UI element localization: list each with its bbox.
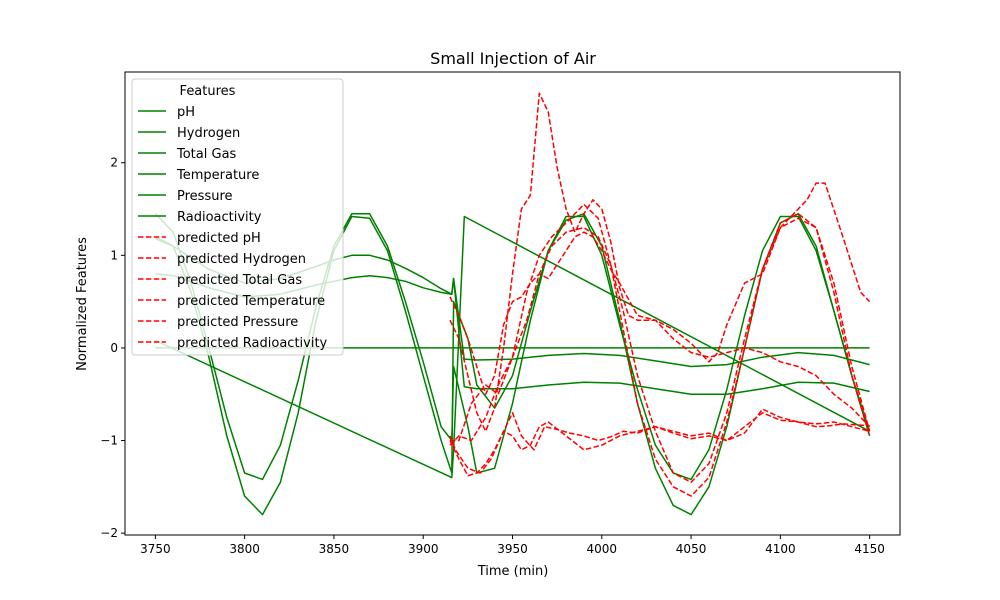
legend: Features pH Hydrogen Total Gas Temperature Pr…	[131, 78, 344, 356]
legend-label: predicted pH	[177, 231, 261, 246]
legend-label: predicted Pressure	[177, 315, 298, 330]
y-tick-label: 1	[110, 248, 118, 262]
legend-label: predicted Radioactivity	[177, 336, 328, 351]
series-line-hydrogen	[154, 212, 871, 481]
y-tick-label: −2	[100, 526, 118, 540]
chart-title: Small Injection of Air	[430, 49, 596, 68]
legend-title: Features	[180, 84, 236, 99]
y-tick-label: 2	[110, 156, 118, 170]
x-tick-label: 3900	[408, 542, 439, 556]
legend-label: Pressure	[177, 189, 233, 204]
x-tick-label: 4000	[587, 542, 618, 556]
legend-label: Hydrogen	[177, 126, 240, 141]
series-line-predicted-temperature	[449, 92, 871, 433]
series-line-predicted-hydrogen	[449, 217, 871, 483]
series-line-radioactivity	[155, 215, 870, 479]
series-line-predicted-pressure	[449, 231, 871, 428]
legend-label: predicted Total Gas	[177, 273, 302, 288]
legend-label: Radioactivity	[177, 210, 262, 225]
x-axis-label: Time (min)	[477, 564, 549, 579]
x-tick-label: 3750	[140, 542, 171, 556]
y-tick-label: −1	[100, 434, 118, 448]
legend-label: predicted Temperature	[177, 294, 325, 309]
plot-area: 3750 3800 3850 3900 3950 4000 4050 4100 4150 −2 −1…	[100, 71, 901, 556]
x-tick-label: 3800	[229, 542, 260, 556]
x-tick-label: 3950	[497, 542, 528, 556]
x-tick-label: 4150	[854, 542, 885, 556]
x-tick-label: 3850	[319, 542, 350, 556]
legend-label: Temperature	[176, 168, 259, 183]
legend-box	[131, 78, 344, 356]
legend-label: predicted Hydrogen	[177, 252, 306, 267]
x-tick-label: 4100	[765, 542, 796, 556]
x-tick-label: 4050	[676, 542, 707, 556]
series-line-predicted-radioactivity	[449, 408, 870, 477]
legend-label: pH	[177, 105, 195, 120]
legend-label: Total Gas	[176, 147, 237, 162]
y-axis-label: Normalized Features	[75, 237, 90, 371]
y-tick-label: 0	[110, 341, 118, 355]
